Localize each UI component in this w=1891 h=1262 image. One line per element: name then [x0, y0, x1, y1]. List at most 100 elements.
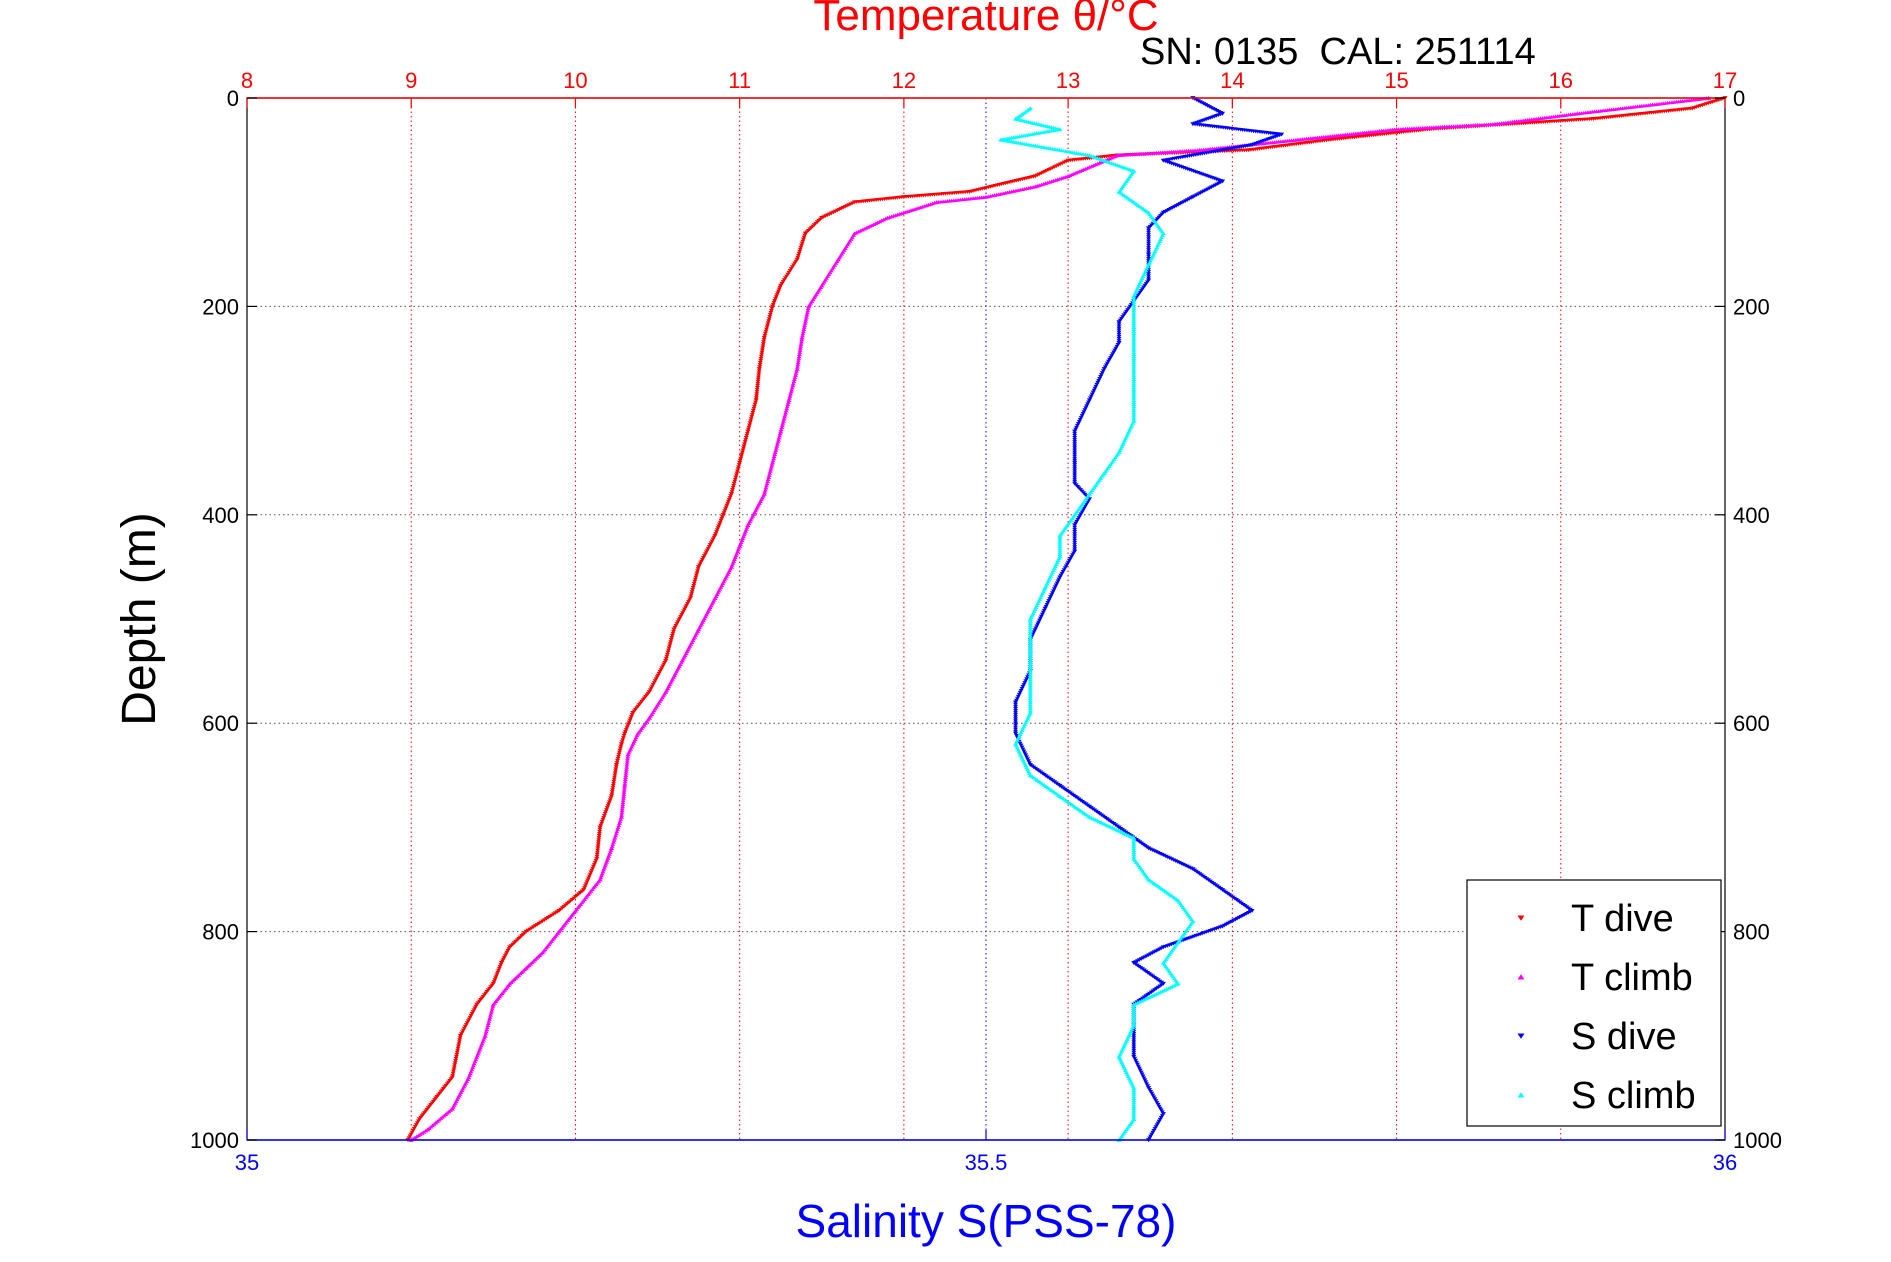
- data-point: [1057, 162, 1063, 167]
- data-point: [739, 452, 745, 457]
- data-point: [457, 1036, 463, 1040]
- data-point: [703, 550, 709, 555]
- data-point: [1027, 646, 1033, 650]
- salinity-tick-label: 35.5: [965, 1150, 1008, 1175]
- data-point: [658, 668, 664, 672]
- data-point: [617, 819, 623, 823]
- data-point: [1096, 378, 1102, 383]
- data-point: [771, 454, 777, 459]
- data-point: [597, 831, 602, 836]
- data-point: [595, 848, 601, 853]
- data-point: [1072, 467, 1078, 471]
- data-point: [676, 618, 682, 623]
- data-point: [1088, 394, 1094, 399]
- data-point: [775, 439, 781, 444]
- data-point: [796, 354, 802, 359]
- grid-lines: [247, 98, 1725, 1140]
- data-point: [619, 740, 625, 744]
- data-point: [1017, 690, 1023, 695]
- data-point: [619, 812, 625, 817]
- legend: T dive T climb S dive S climb: [1466, 879, 1722, 1127]
- data-point: [1173, 859, 1178, 863]
- legend-marker: [1517, 1033, 1525, 1039]
- data-point: [747, 421, 753, 426]
- data-point: [1146, 269, 1151, 274]
- depth-tick-label: 0: [227, 86, 239, 111]
- data-point: [769, 304, 776, 309]
- data-point: [451, 1069, 456, 1074]
- data-point: [607, 798, 613, 802]
- data-point: [1013, 721, 1018, 726]
- data-point: [761, 338, 767, 342]
- data-point: [1022, 681, 1028, 685]
- data-point: [615, 756, 621, 761]
- data-point: [611, 781, 616, 786]
- data-point: [1054, 581, 1060, 586]
- data-point: [1182, 863, 1188, 868]
- data-point: [1131, 1110, 1137, 1115]
- series-s-dive: [1012, 96, 1285, 1143]
- data-point: [1131, 335, 1137, 340]
- data-point: [762, 487, 768, 492]
- data-point: [1013, 723, 1018, 728]
- data-point: [1027, 652, 1033, 657]
- data-point: [489, 1008, 495, 1013]
- data-point: [825, 213, 830, 217]
- data-point: [1078, 512, 1084, 516]
- data-point: [1027, 637, 1033, 642]
- data-point: [1146, 241, 1151, 246]
- data-point: [467, 1015, 473, 1020]
- data-point: [1042, 169, 1048, 174]
- data-point: [1116, 322, 1122, 327]
- data-point: [665, 652, 670, 657]
- data-point: [1013, 727, 1018, 732]
- data-point: [798, 346, 803, 350]
- data-point: [1025, 757, 1030, 761]
- data-point: [781, 419, 786, 423]
- data-point: [1131, 1019, 1137, 1023]
- data-point: [618, 742, 625, 747]
- data-point: [652, 679, 658, 683]
- data-point: [1116, 326, 1122, 331]
- data-point: [1131, 314, 1137, 319]
- data-point: [1131, 1085, 1137, 1090]
- data-point: [790, 265, 795, 269]
- data-point: [616, 752, 622, 757]
- data-point: [1113, 346, 1119, 351]
- data-point: [595, 842, 601, 846]
- data-point: [621, 794, 627, 798]
- data-point: [1027, 623, 1033, 627]
- data-point: [756, 367, 762, 371]
- data-point: [780, 280, 786, 284]
- data-point: [617, 748, 623, 753]
- data-point: [735, 469, 740, 473]
- data-point: [684, 603, 689, 608]
- data-point: [675, 620, 681, 624]
- data-point: [618, 746, 623, 751]
- data-point: [1050, 591, 1055, 595]
- data-point: [1143, 1080, 1149, 1084]
- data-point: [1116, 337, 1122, 341]
- data-point: [753, 396, 759, 401]
- data-point: [1027, 629, 1033, 634]
- data-point: [1146, 243, 1151, 248]
- data-point: [1131, 1088, 1137, 1092]
- data-point: [723, 505, 729, 510]
- data-point: [1145, 846, 1152, 851]
- data-point: [453, 1059, 458, 1063]
- data-point: [764, 483, 769, 488]
- data-point: [755, 385, 760, 390]
- data-point: [779, 425, 785, 429]
- data-point: [803, 316, 809, 321]
- data-point: [1046, 599, 1052, 603]
- data-point: [668, 638, 674, 642]
- data-point: [1131, 1042, 1137, 1047]
- data-point: [1072, 527, 1078, 532]
- data-point: [1131, 310, 1137, 315]
- data-point: [464, 1021, 470, 1025]
- data-point: [797, 350, 803, 354]
- data-point: [615, 827, 620, 832]
- data-point: [468, 1013, 474, 1018]
- data-point: [465, 1019, 471, 1024]
